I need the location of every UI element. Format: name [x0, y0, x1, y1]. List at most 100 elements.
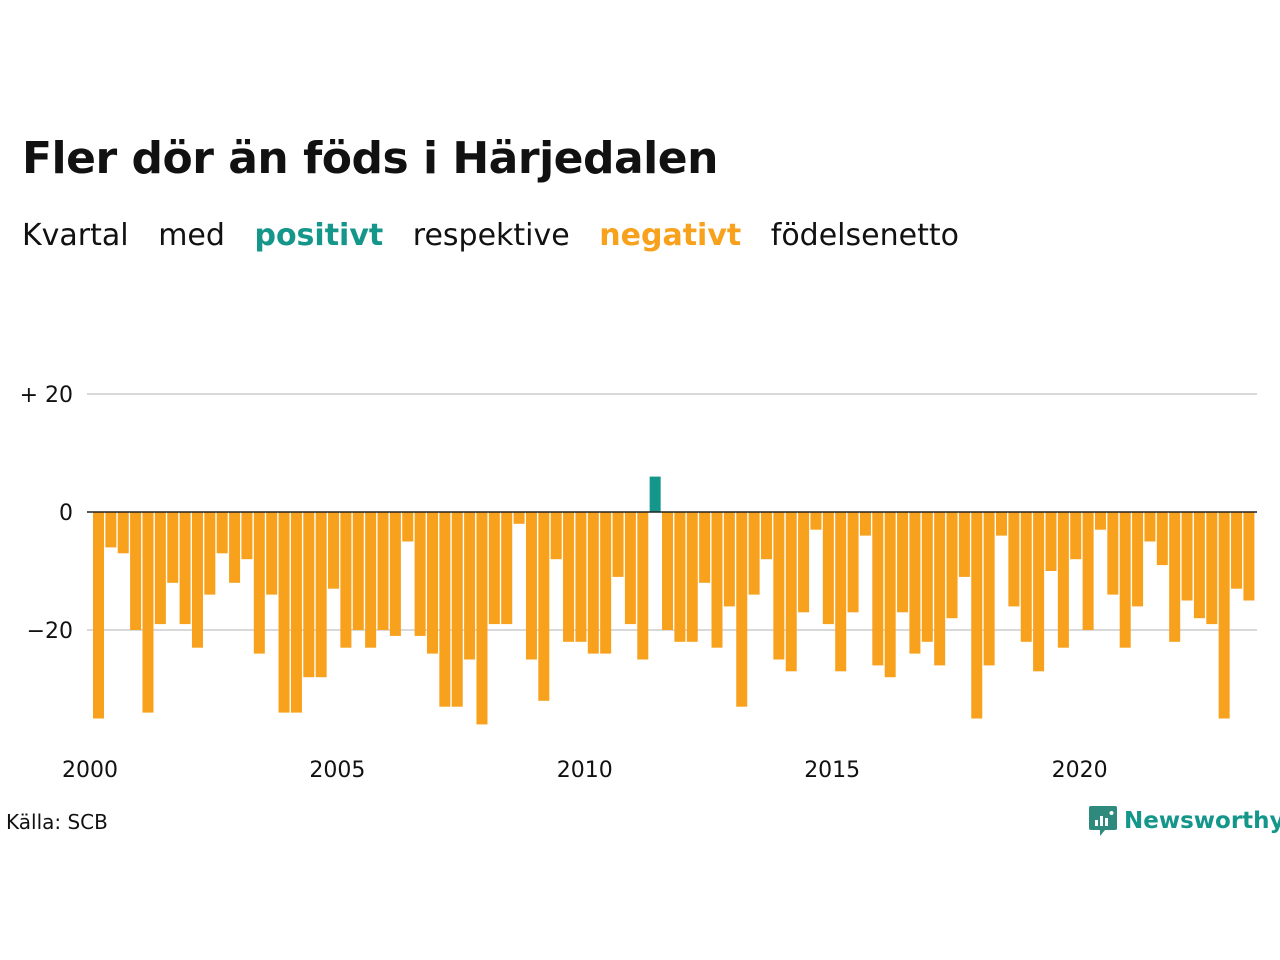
negative-bar — [798, 512, 810, 613]
negative-bar — [538, 512, 550, 701]
negative-bar — [760, 512, 772, 560]
chart-subtitle: Kvartal med positivt respektive negativt… — [22, 218, 979, 253]
negative-bar — [402, 512, 414, 542]
negative-bar — [414, 512, 426, 636]
negative-bar — [315, 512, 327, 678]
negative-bar — [426, 512, 438, 654]
negative-bar — [179, 512, 191, 625]
x-tick-label: 2020 — [1052, 758, 1108, 783]
negative-bar — [748, 512, 760, 595]
negative-bar — [624, 512, 636, 625]
negative-bar — [1107, 512, 1119, 595]
negative-bar — [117, 512, 129, 554]
negative-bar — [575, 512, 587, 642]
negative-bar — [711, 512, 723, 648]
negative-bar — [822, 512, 834, 625]
negative-bar — [278, 512, 290, 713]
negative-bar — [884, 512, 896, 678]
negative-bar — [1033, 512, 1045, 672]
negative-bar — [736, 512, 748, 707]
negative-bar — [365, 512, 377, 648]
negative-bar — [464, 512, 476, 660]
negative-bar — [686, 512, 698, 642]
negative-bar — [303, 512, 315, 678]
negative-bar — [290, 512, 302, 713]
negative-bar — [1132, 512, 1144, 607]
negative-bar — [946, 512, 958, 619]
negative-bar — [377, 512, 389, 630]
y-tick-label: + 20 — [20, 383, 73, 408]
negative-bar — [266, 512, 278, 595]
negative-bar — [154, 512, 166, 625]
negative-bar — [835, 512, 847, 672]
negative-bar — [587, 512, 599, 654]
negative-bar — [662, 512, 674, 630]
negative-bar — [847, 512, 859, 613]
negative-bar — [328, 512, 340, 589]
negative-bar — [476, 512, 488, 725]
negative-bar — [958, 512, 970, 577]
brand-name: Newsworthy — [1124, 808, 1280, 834]
subtitle-word: med — [158, 218, 225, 253]
negative-bar — [1082, 512, 1094, 630]
negative-bar — [1119, 512, 1131, 648]
x-tick-label: 2010 — [557, 758, 613, 783]
negative-bar — [637, 512, 649, 660]
x-tick-label: 2000 — [62, 758, 118, 783]
negative-bar — [167, 512, 179, 583]
negative-bar — [1008, 512, 1020, 607]
y-tick-label: 0 — [59, 501, 73, 526]
newsworthy-logo-icon — [1089, 806, 1117, 836]
bar-chart: + 20 0 −20 2000 2005 2010 2015 2020 — [20, 383, 1257, 783]
negative-bar — [1020, 512, 1032, 642]
subtitle-word: Kvartal — [22, 218, 129, 253]
negative-bar — [340, 512, 352, 648]
negative-bar — [1070, 512, 1082, 560]
negative-bar — [921, 512, 933, 642]
x-tick-label: 2015 — [804, 758, 860, 783]
negative-bar — [241, 512, 253, 560]
negative-bar — [971, 512, 983, 719]
source-note: Källa: SCB — [6, 810, 108, 834]
negative-bar — [1231, 512, 1243, 589]
negative-bar — [983, 512, 995, 666]
negative-bar — [389, 512, 401, 636]
negative-bar — [699, 512, 711, 583]
negative-bar — [501, 512, 513, 625]
subtitle-positive-label: positivt — [254, 218, 384, 253]
negative-bar — [773, 512, 785, 660]
negative-bar — [451, 512, 463, 707]
subtitle-negative-label: negativt — [599, 218, 742, 253]
negative-bar — [909, 512, 921, 654]
negative-bar — [1206, 512, 1218, 625]
positive-bar — [649, 476, 661, 512]
negative-bar — [1156, 512, 1168, 566]
negative-bar — [130, 512, 142, 630]
negative-bar — [525, 512, 537, 660]
negative-bar — [550, 512, 562, 560]
brand-logo: Newsworthy — [1088, 804, 1280, 838]
negative-bar — [229, 512, 241, 583]
negative-bar — [674, 512, 686, 642]
negative-bar — [872, 512, 884, 666]
negative-bar — [897, 512, 909, 613]
negative-bar — [1218, 512, 1230, 719]
y-tick-label: −20 — [27, 619, 73, 644]
negative-bar — [142, 512, 154, 713]
negative-bar — [439, 512, 451, 707]
negative-bar — [612, 512, 624, 577]
negative-bar — [996, 512, 1008, 536]
negative-bar — [513, 512, 525, 524]
x-tick-label: 2005 — [309, 758, 365, 783]
negative-bar — [1144, 512, 1156, 542]
negative-bar — [934, 512, 946, 666]
negative-bar — [1169, 512, 1181, 642]
subtitle-word: respektive — [412, 218, 570, 253]
negative-bar — [105, 512, 117, 548]
negative-bar — [352, 512, 364, 630]
chart-title: Fler dör än föds i Härjedalen — [22, 133, 718, 184]
negative-bar — [1193, 512, 1205, 619]
negative-bar — [93, 512, 104, 719]
negative-bar — [253, 512, 265, 654]
negative-bar — [488, 512, 500, 625]
